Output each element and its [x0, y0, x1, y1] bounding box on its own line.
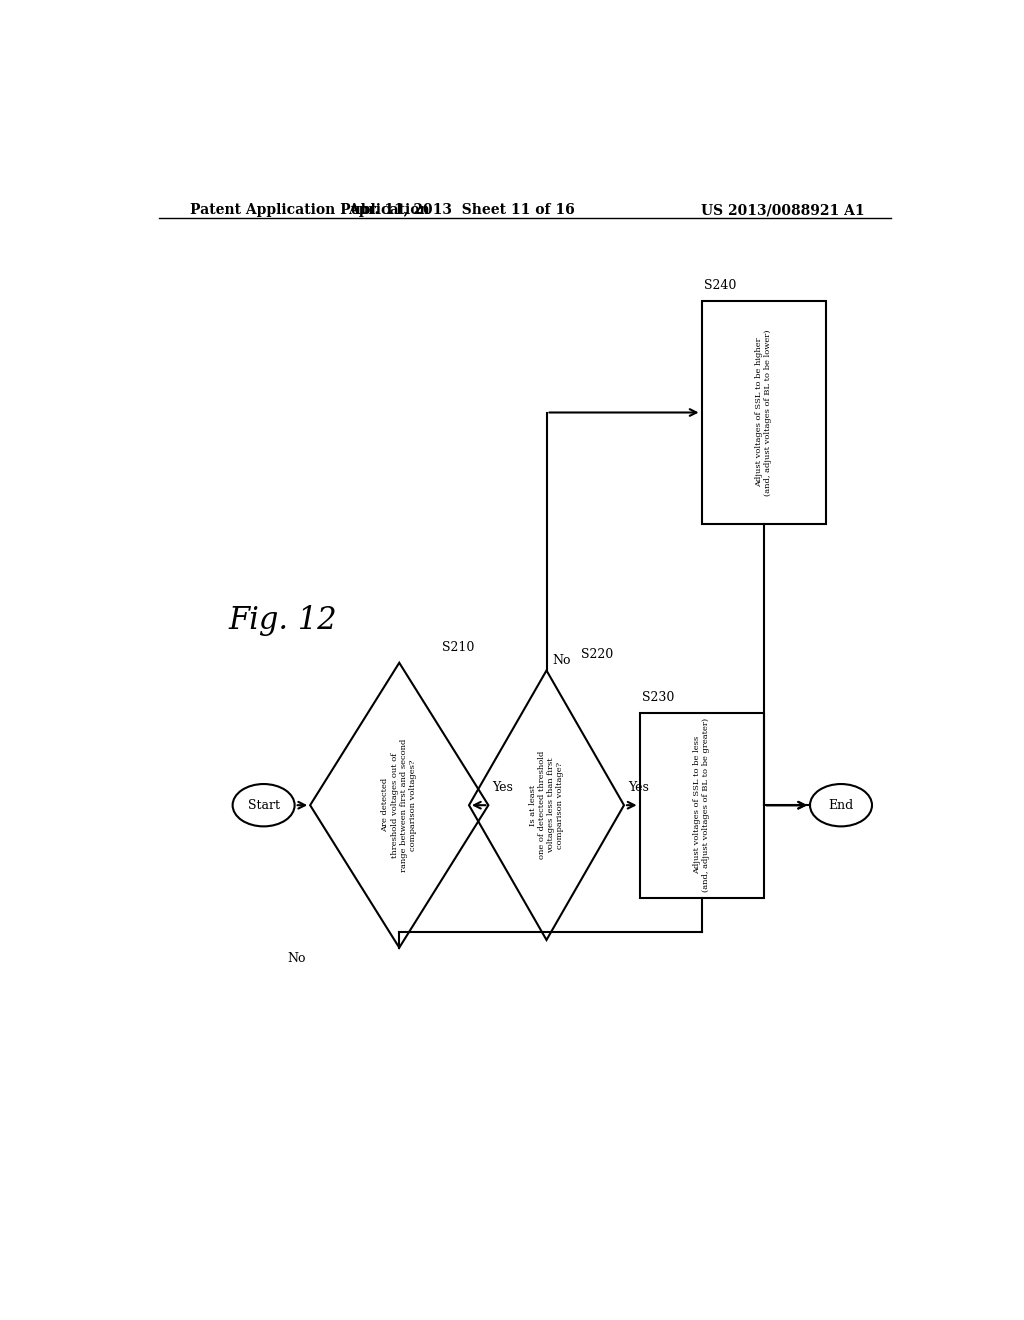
- Text: Adjust voltages of SSL to be less
(and, adjust voltages of BL to be greater): Adjust voltages of SSL to be less (and, …: [693, 718, 710, 892]
- Text: End: End: [828, 799, 854, 812]
- Text: Is at least
one of detected threshold
voltages less than first
comparison voltag: Is at least one of detected threshold vo…: [528, 751, 564, 859]
- Text: S210: S210: [442, 640, 474, 653]
- Text: S240: S240: [703, 279, 736, 292]
- Text: Adjust voltages of SSL to be higher
(and, adjust voltages of BL to be lower): Adjust voltages of SSL to be higher (and…: [755, 329, 772, 496]
- Text: Yes: Yes: [628, 780, 649, 793]
- Text: US 2013/0088921 A1: US 2013/0088921 A1: [700, 203, 864, 216]
- Text: Patent Application Publication: Patent Application Publication: [190, 203, 430, 216]
- Text: S220: S220: [582, 648, 613, 661]
- Text: No: No: [553, 653, 571, 667]
- Text: Start: Start: [248, 799, 280, 812]
- Text: Yes: Yes: [493, 780, 513, 793]
- Text: Fig. 12: Fig. 12: [228, 605, 337, 636]
- Text: Apr. 11, 2013  Sheet 11 of 16: Apr. 11, 2013 Sheet 11 of 16: [348, 203, 574, 216]
- Text: No: No: [288, 952, 306, 965]
- Text: Are detected
threshold voltages out of
range between first and second
comparison: Are detected threshold voltages out of r…: [382, 738, 417, 873]
- Text: S230: S230: [642, 690, 674, 704]
